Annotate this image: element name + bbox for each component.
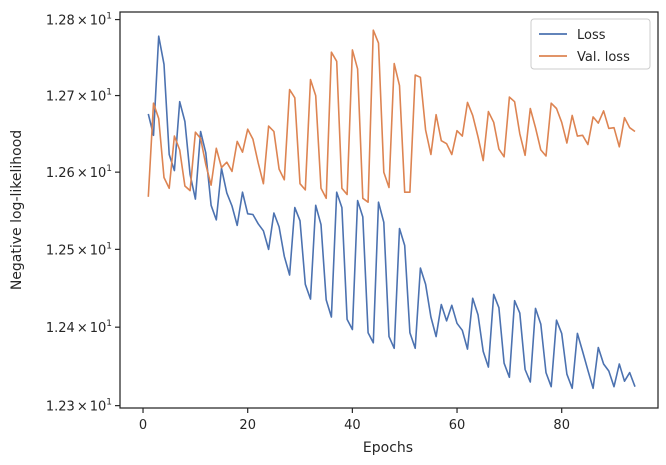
y-tick-mantissa: 1.27 — [46, 90, 75, 105]
y-tick-base: 10 — [90, 400, 107, 415]
plot-area — [119, 11, 659, 409]
y-tick-exponent: 1 — [106, 241, 112, 251]
series-line-1 — [147, 29, 636, 203]
y-tick-exponent: 1 — [106, 88, 112, 98]
y-tick-times: × — [77, 90, 88, 105]
y-tick-exponent: 1 — [106, 398, 112, 408]
y-tick-label: 1.26 × 101 — [46, 164, 112, 181]
y-tick-exponent: 1 — [106, 164, 112, 174]
y-tick-times: × — [77, 321, 88, 336]
y-tick-times: × — [77, 243, 88, 258]
y-tick-mantissa: 1.24 — [46, 321, 75, 336]
y-tick-exponent: 1 — [106, 319, 112, 329]
x-tick-label: 60 — [449, 418, 466, 433]
y-tick-label: 1.23 × 101 — [46, 398, 112, 415]
y-tick-exponent: 1 — [106, 12, 112, 22]
y-tick-label: 1.28 × 101 — [46, 12, 112, 29]
y-tick-mantissa: 1.28 — [46, 14, 75, 29]
y-tick-base: 10 — [90, 243, 107, 258]
y-tick-label: 1.25 × 101 — [46, 241, 112, 258]
y-tick-base: 10 — [90, 166, 107, 181]
y-tick-label: 1.27 × 101 — [46, 88, 112, 105]
x-tick-label: 20 — [239, 418, 256, 433]
x-tick-label: 0 — [139, 418, 147, 433]
y-tick-times: × — [77, 14, 88, 29]
x-axis-label: Epochs — [363, 440, 413, 456]
y-tick-times: × — [77, 400, 88, 415]
legend-label-0: Loss — [577, 28, 606, 43]
y-tick-mantissa: 1.23 — [46, 400, 75, 415]
y-axis-label: Negative log-likelihood — [9, 130, 25, 290]
x-tick-label: 40 — [344, 418, 361, 433]
legend: Loss Val. loss — [530, 18, 651, 70]
y-tick-mantissa: 1.26 — [46, 166, 75, 181]
series-layer — [147, 29, 636, 390]
y-tick-base: 10 — [90, 90, 107, 105]
y-tick-base: 10 — [90, 321, 107, 336]
x-tick-label: 80 — [553, 418, 570, 433]
y-tick-mantissa: 1.25 — [46, 243, 75, 258]
y-tick-base: 10 — [90, 14, 107, 29]
legend-label-1: Val. loss — [577, 50, 630, 65]
y-tick-label: 1.24 × 101 — [46, 319, 112, 336]
series-line-0 — [147, 35, 636, 390]
x-axis-ticks: 0 20 40 60 80 — [139, 408, 570, 433]
y-tick-times: × — [77, 166, 88, 181]
